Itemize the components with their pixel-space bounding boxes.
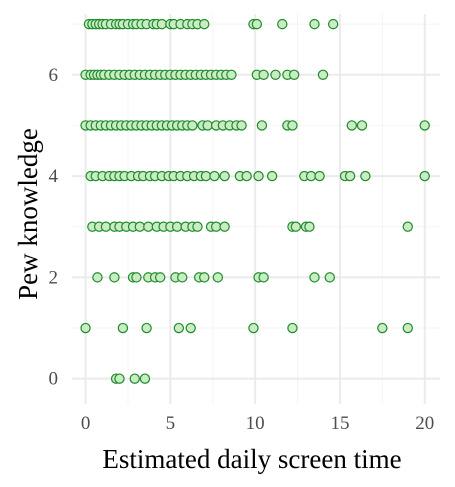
x-axis-title: Estimated daily screen time <box>102 444 401 474</box>
data-point <box>258 272 269 283</box>
x-tick-label: 5 <box>166 413 176 434</box>
data-point <box>344 170 356 182</box>
data-point <box>200 170 212 182</box>
data-point <box>248 322 259 334</box>
y-tick-label: 4 <box>49 166 59 187</box>
x-axis-tick-labels: 0 5 10 15 20 <box>81 413 434 434</box>
data-point <box>199 272 210 283</box>
data-point <box>109 272 120 283</box>
data-point <box>346 120 358 131</box>
data-point <box>212 272 224 283</box>
data-point <box>171 221 183 232</box>
data-point <box>324 272 335 283</box>
data-point <box>154 272 166 283</box>
y-tick-label: 2 <box>49 267 59 288</box>
data-point <box>309 18 320 30</box>
data-points <box>80 18 430 384</box>
data-point <box>210 221 222 232</box>
data-point <box>317 69 329 80</box>
data-point <box>419 120 430 131</box>
data-point <box>241 170 252 182</box>
data-point <box>377 322 388 334</box>
data-point <box>327 18 339 30</box>
data-point <box>80 322 91 334</box>
data-point <box>419 170 430 182</box>
data-point <box>360 170 371 182</box>
data-point <box>287 120 298 131</box>
data-point <box>402 322 413 334</box>
data-point <box>187 120 198 131</box>
data-point <box>219 221 230 232</box>
y-axis-tick-labels: 0 2 4 6 <box>49 65 59 390</box>
data-point <box>356 120 368 131</box>
data-point <box>277 18 288 30</box>
data-point <box>290 221 302 232</box>
data-point <box>236 120 247 131</box>
data-point <box>402 221 413 232</box>
data-point <box>131 272 142 283</box>
data-point <box>92 272 103 283</box>
data-point <box>258 69 269 80</box>
data-point <box>309 272 320 283</box>
data-point <box>202 120 213 131</box>
data-point <box>287 322 298 334</box>
data-point <box>226 69 237 80</box>
data-point <box>100 221 112 232</box>
data-point <box>143 221 154 232</box>
y-tick-label: 6 <box>49 65 59 86</box>
y-axis-title: Pew knowledge <box>13 128 43 300</box>
data-point <box>209 170 220 182</box>
data-point <box>117 322 129 334</box>
data-point <box>192 221 203 232</box>
data-point <box>251 18 263 30</box>
data-point <box>266 170 278 182</box>
data-point <box>173 322 185 334</box>
data-point <box>156 18 168 30</box>
data-point <box>270 69 281 80</box>
data-point <box>114 373 125 384</box>
data-point <box>141 322 152 334</box>
data-point <box>256 120 268 131</box>
data-point <box>304 221 315 232</box>
data-point <box>219 170 230 182</box>
x-tick-label: 10 <box>246 413 265 434</box>
data-point <box>129 373 140 384</box>
data-point <box>288 69 300 80</box>
data-point <box>139 373 151 384</box>
data-point <box>199 18 210 30</box>
data-point <box>134 221 146 232</box>
x-tick-label: 15 <box>330 413 349 434</box>
x-tick-label: 20 <box>415 413 434 434</box>
data-point <box>177 272 188 283</box>
data-point <box>253 170 264 182</box>
data-point <box>305 170 317 182</box>
data-point <box>185 322 196 334</box>
data-point <box>314 170 325 182</box>
y-tick-label: 0 <box>49 369 59 390</box>
x-tick-label: 0 <box>81 413 91 434</box>
